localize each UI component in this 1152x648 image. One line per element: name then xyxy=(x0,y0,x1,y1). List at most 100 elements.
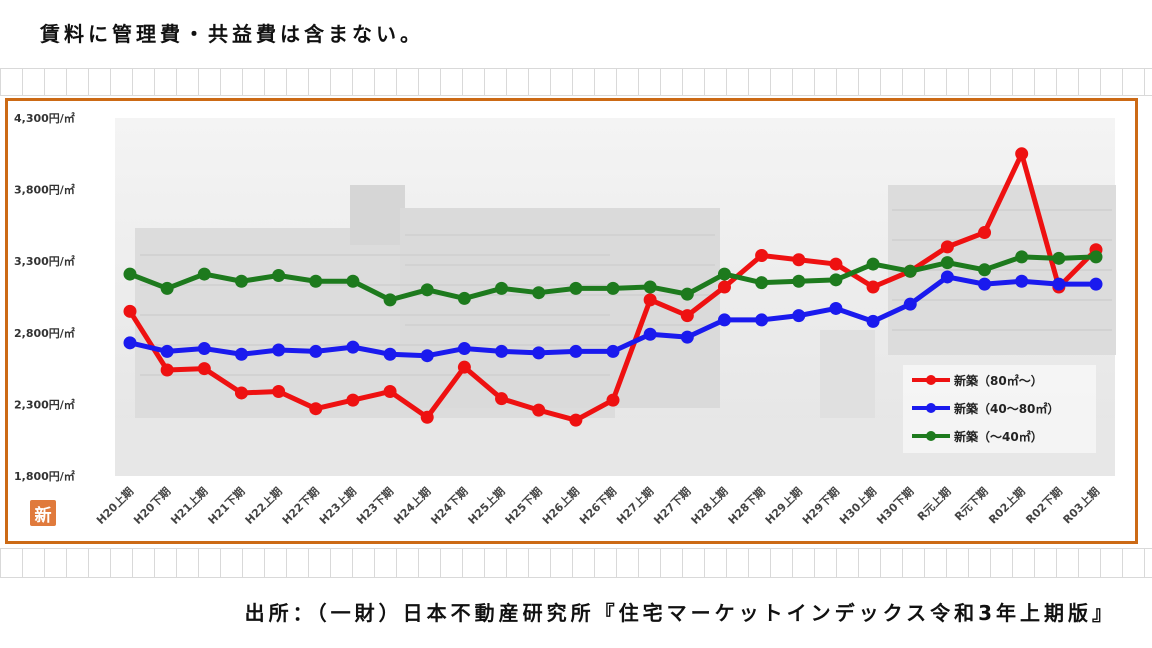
legend-label-small: 新築（～40㎡） xyxy=(954,429,1043,444)
x-tick-label: H26下期 xyxy=(576,484,619,527)
data-point xyxy=(1015,274,1029,288)
data-point xyxy=(717,280,731,294)
data-point xyxy=(829,257,843,271)
legend-label-medium: 新築（40～80㎡） xyxy=(954,401,1059,416)
data-point xyxy=(680,287,694,301)
x-tick-label: H21下期 xyxy=(205,484,248,527)
x-tick-label: R元上期 xyxy=(914,484,953,523)
x-tick-label: H22下期 xyxy=(279,484,322,527)
x-tick-label: H21上期 xyxy=(168,484,211,527)
data-point xyxy=(160,363,174,377)
data-point xyxy=(420,283,434,297)
data-point xyxy=(680,309,694,323)
data-point xyxy=(569,281,583,295)
data-point xyxy=(643,293,657,307)
y-tick-label: 3,800円/㎡ xyxy=(14,183,75,197)
data-point xyxy=(792,253,806,267)
data-point xyxy=(643,327,657,341)
data-point xyxy=(123,304,137,318)
data-point xyxy=(346,393,360,407)
legend-marker-medium xyxy=(926,403,936,413)
x-tick-label: H23下期 xyxy=(353,484,396,527)
data-point xyxy=(717,267,731,281)
data-point xyxy=(495,392,509,406)
data-point xyxy=(755,276,769,290)
legend-item-large: 新築（80㎡～） xyxy=(912,373,1043,388)
x-tick-label: H27下期 xyxy=(651,484,694,527)
x-tick-label: H28下期 xyxy=(725,484,768,527)
data-point xyxy=(1015,147,1029,161)
data-point xyxy=(495,281,509,295)
data-point xyxy=(829,301,843,315)
data-point xyxy=(755,248,769,262)
x-tick-label: H20上期 xyxy=(93,484,136,527)
data-point xyxy=(940,270,954,284)
data-point xyxy=(309,274,323,288)
x-tick-label: H29下期 xyxy=(799,484,842,527)
x-tick-label: H25上期 xyxy=(465,484,508,527)
data-point xyxy=(309,402,323,416)
data-point xyxy=(197,362,211,376)
data-point xyxy=(606,281,620,295)
data-point xyxy=(346,274,360,288)
data-point xyxy=(123,267,137,281)
y-axis-ticks: 1,800円/㎡ 2,300円/㎡ 2,800円/㎡ 3,300円/㎡ 3,800円/㎡… xyxy=(14,111,75,483)
legend: 新築（80㎡～） 新築（40～80㎡） 新築（～40㎡） xyxy=(903,365,1096,453)
y-tick-label: 1,800円/㎡ xyxy=(14,469,75,483)
data-point xyxy=(755,313,769,327)
data-point xyxy=(532,403,546,417)
data-point xyxy=(978,263,992,277)
data-point xyxy=(978,277,992,291)
data-point xyxy=(1052,251,1066,265)
data-point xyxy=(569,344,583,358)
data-point xyxy=(123,336,137,350)
x-tick-label: H27上期 xyxy=(613,484,656,527)
data-point xyxy=(160,344,174,358)
legend-marker-large xyxy=(926,375,936,385)
data-point xyxy=(1052,277,1066,291)
data-point xyxy=(606,344,620,358)
data-point xyxy=(829,273,843,287)
data-point xyxy=(532,346,546,360)
x-tick-label: H29上期 xyxy=(762,484,805,527)
data-point xyxy=(569,413,583,427)
source-note: 出所：（一財）日本不動産研究所『住宅マーケットインデックス令和3年上期版』 xyxy=(244,601,1116,625)
y-tick-label: 4,300円/㎡ xyxy=(14,111,75,125)
data-point xyxy=(383,347,397,361)
new-construction-badge: 新 xyxy=(30,500,56,526)
legend-marker-small xyxy=(926,431,936,441)
data-point xyxy=(420,349,434,363)
series-layer xyxy=(123,147,1103,427)
y-tick-label: 3,300円/㎡ xyxy=(14,254,75,268)
x-tick-label: H24上期 xyxy=(391,484,434,527)
data-point xyxy=(495,344,509,358)
data-point xyxy=(197,342,211,356)
legend-label-large: 新築（80㎡～） xyxy=(954,373,1043,388)
data-point xyxy=(532,286,546,300)
grid-strip-top xyxy=(0,68,1152,96)
grid-strip-bottom xyxy=(0,548,1152,578)
x-tick-label: H24下期 xyxy=(428,484,471,527)
x-tick-label: H22上期 xyxy=(242,484,285,527)
data-point xyxy=(792,274,806,288)
data-point xyxy=(680,330,694,344)
data-point xyxy=(160,281,174,295)
data-point xyxy=(866,280,880,294)
x-tick-label: H30上期 xyxy=(836,484,879,527)
x-tick-label: R元下期 xyxy=(951,484,990,523)
x-tick-label: R03上期 xyxy=(1060,484,1102,526)
x-axis-ticks: H20上期H20下期H21上期H21下期H22上期H22下期H23上期H23下期… xyxy=(93,484,1102,527)
data-point xyxy=(903,264,917,278)
data-point xyxy=(457,360,471,374)
data-point xyxy=(1089,250,1103,264)
data-point xyxy=(234,386,248,400)
data-point xyxy=(940,256,954,270)
data-point xyxy=(383,385,397,399)
legend-item-small: 新築（～40㎡） xyxy=(912,429,1043,444)
x-tick-label: R02上期 xyxy=(986,484,1028,526)
data-point xyxy=(1015,250,1029,264)
data-point xyxy=(346,340,360,354)
data-point xyxy=(866,257,880,271)
data-point xyxy=(383,293,397,307)
data-point xyxy=(866,314,880,328)
